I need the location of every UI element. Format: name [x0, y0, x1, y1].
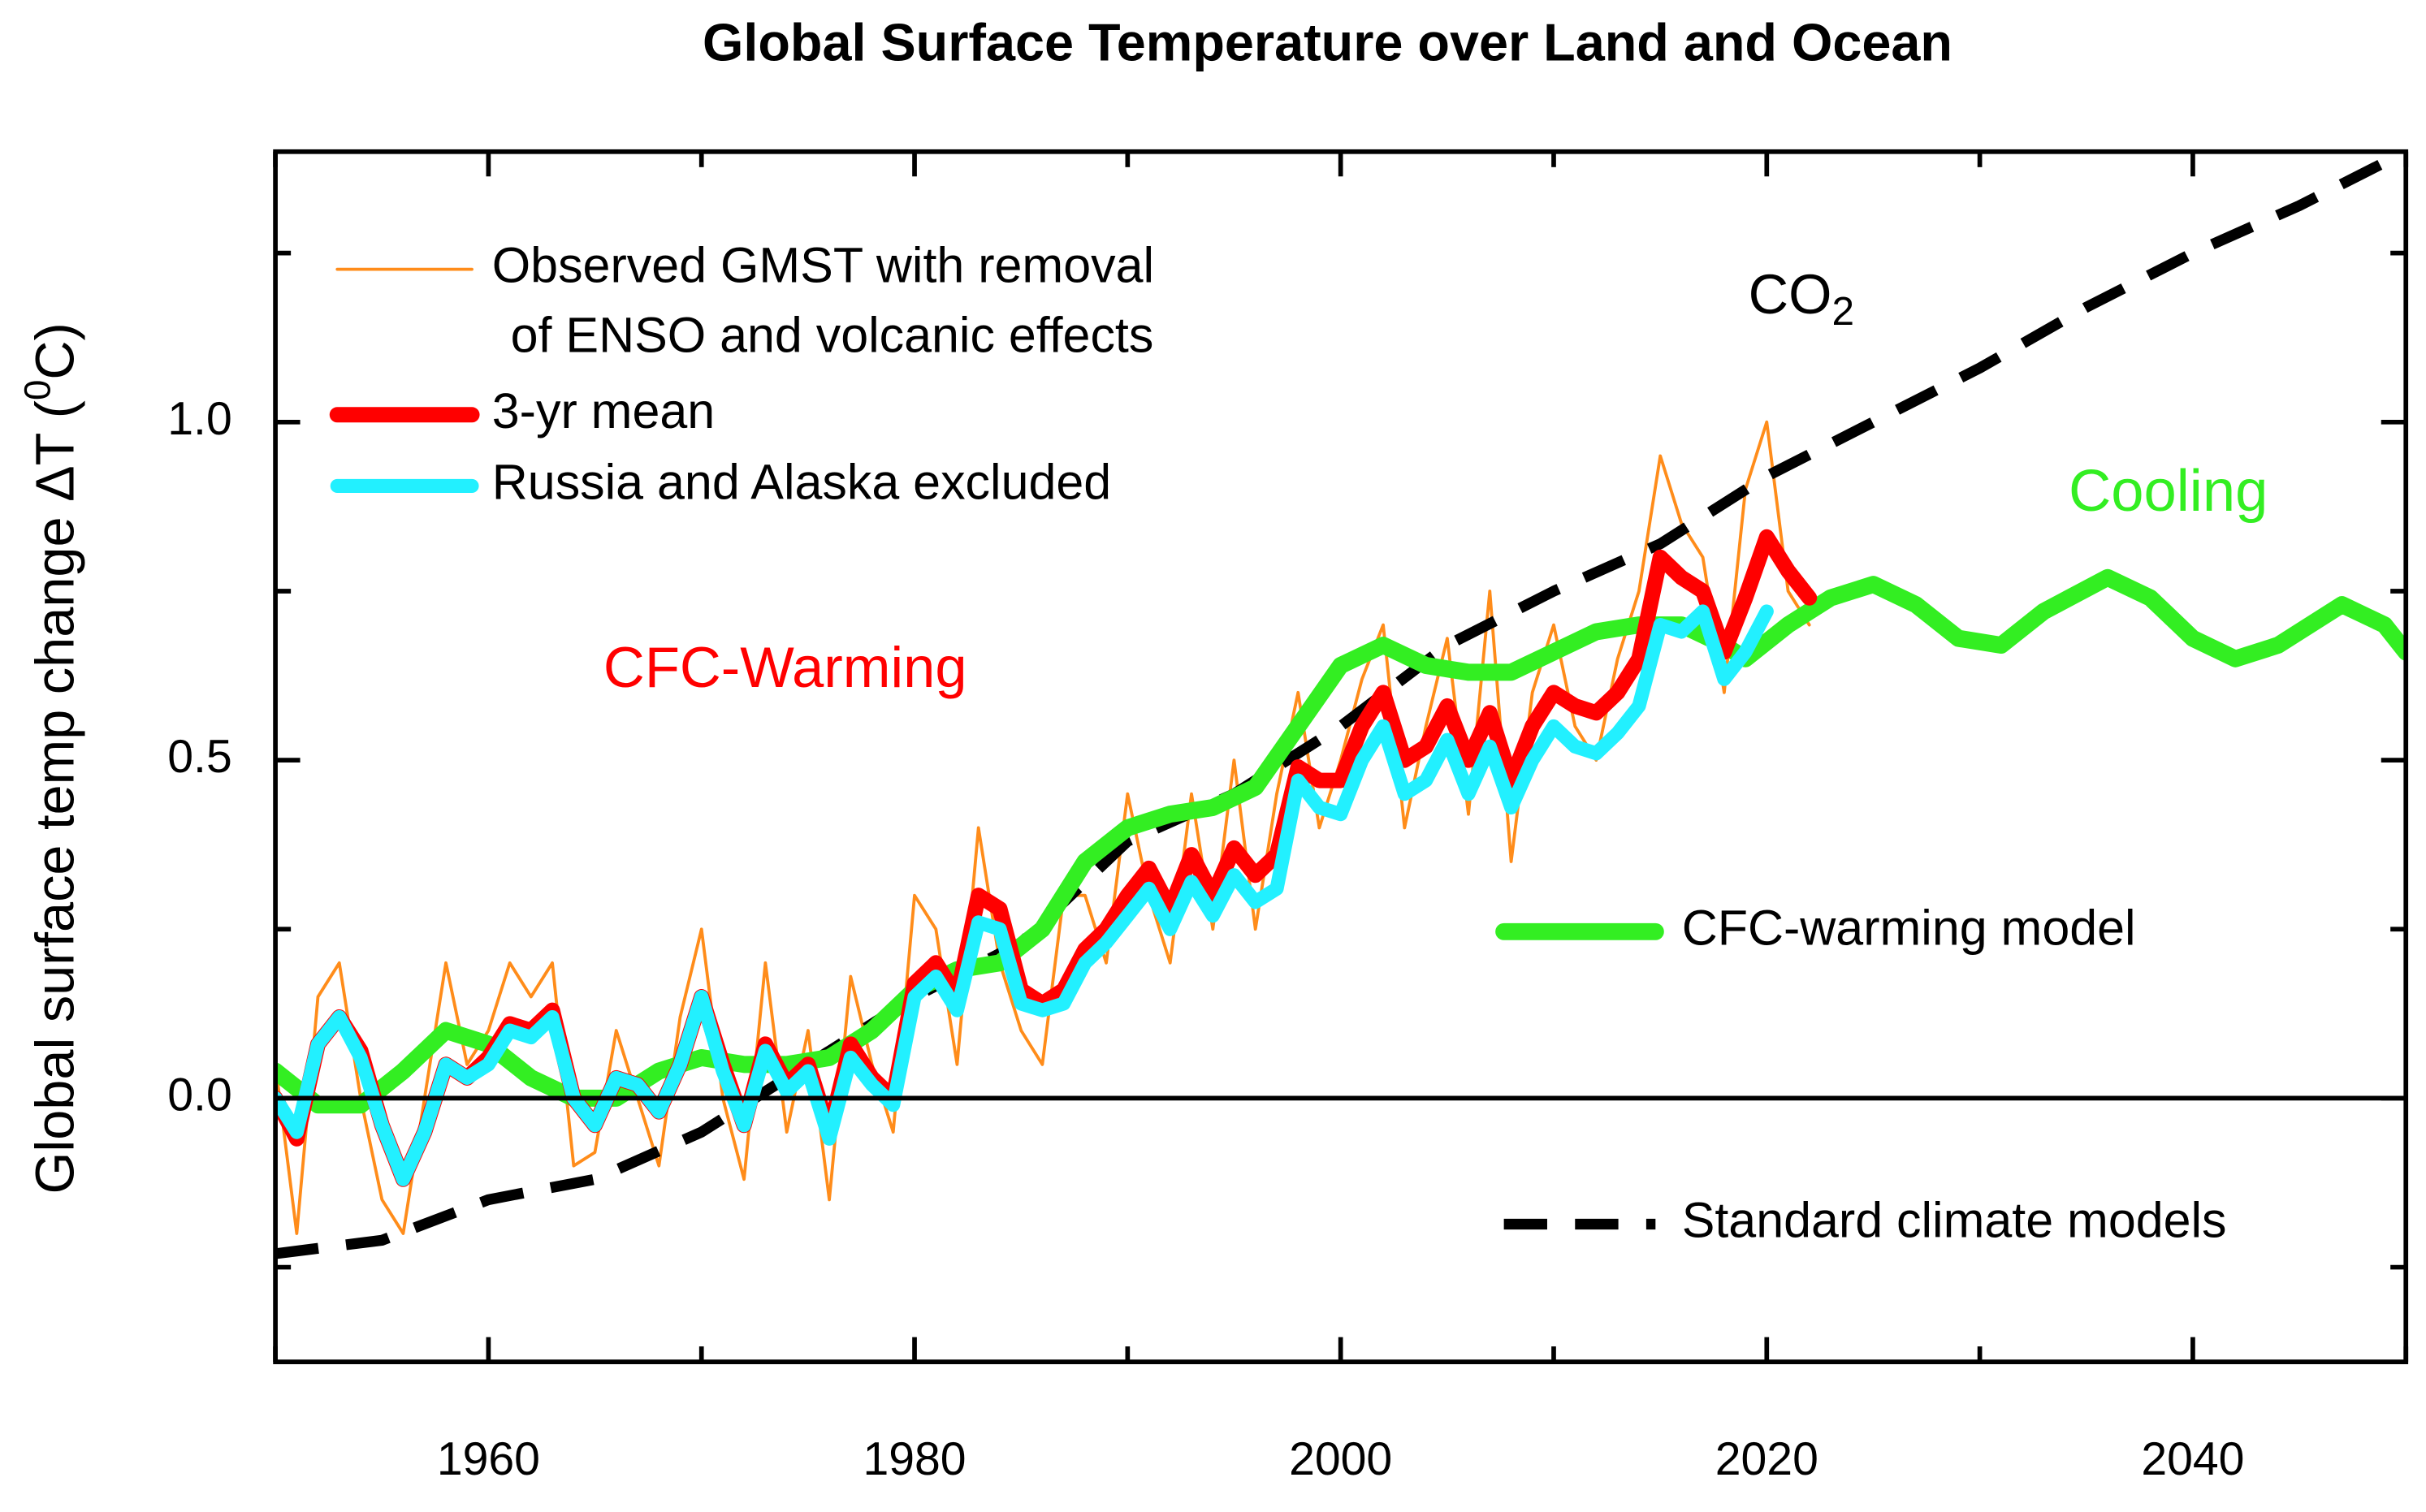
y-axis-label-end: C): [25, 322, 85, 379]
x-tick-label: 2000: [1289, 1433, 1392, 1485]
y-tick-label: 0.0: [167, 1069, 231, 1121]
plot-area: [275, 151, 2407, 1259]
annotation-text: CFC-Warming: [603, 635, 967, 699]
y-tick-label: 0.5: [167, 731, 231, 783]
annotation: Cooling: [2069, 458, 2268, 524]
annotation-text: CO: [1749, 263, 1832, 326]
annotation-subscript: 2: [1831, 289, 1854, 334]
series-line: [275, 151, 2407, 1259]
x-tick-label: 2020: [1715, 1433, 1818, 1485]
x-tick-label: 1960: [437, 1433, 540, 1485]
y-axis-label-text: Global surface temp change ΔT (: [25, 400, 85, 1194]
y-axis-label: Global surface temp change ΔT (0C): [17, 322, 85, 1194]
legend-label-line: Observed GMST with removal: [492, 238, 1154, 293]
annotation: CFC-Warming: [603, 635, 967, 699]
chart-title: Global Surface Temperature over Land and…: [703, 12, 1952, 71]
legend-label: Standard climate models: [1682, 1193, 2227, 1248]
series-line: [275, 604, 1774, 1186]
legend-label: 3-yr mean: [492, 383, 715, 438]
annotation: CO2: [1749, 263, 1854, 334]
x-tick-label: 1980: [863, 1433, 966, 1485]
series-line: [275, 568, 2407, 1114]
annotation-text: Cooling: [2069, 458, 2268, 524]
x-tick-label: 2040: [2141, 1433, 2244, 1485]
legend-label: Observed GMST with removal of ENSO and vo…: [492, 238, 1154, 363]
legend-label: Russia and Alaska excluded: [492, 455, 1111, 510]
legend-label: CFC-warming model: [1682, 900, 2136, 955]
y-axis-label-sup: 0: [17, 380, 58, 400]
y-tick-label: 1.0: [167, 393, 231, 445]
series-line: [275, 420, 1811, 1235]
legend-label-line: of ENSO and volcanic effects: [511, 307, 1154, 362]
